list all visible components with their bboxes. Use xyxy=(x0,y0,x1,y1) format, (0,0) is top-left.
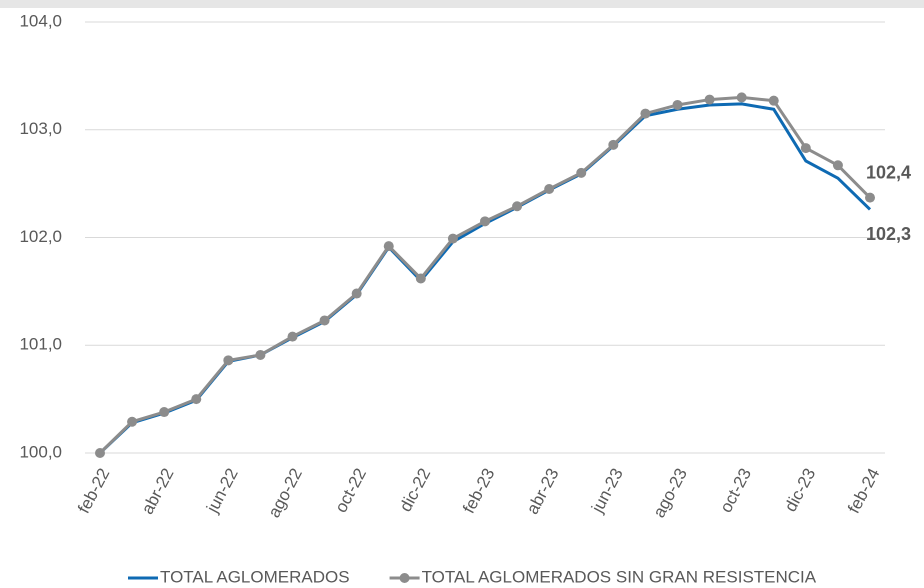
series-marker xyxy=(383,241,394,252)
x-tick-label: oct-23 xyxy=(716,465,755,516)
x-tick-label: ago-22 xyxy=(264,465,306,521)
legend-item: TOTAL AGLOMERADOS xyxy=(128,567,350,586)
series-marker xyxy=(127,416,138,427)
legend-item: TOTAL AGLOMERADOS SIN GRAN RESISTENCIA xyxy=(389,567,817,586)
x-tick-label: abr-23 xyxy=(523,465,563,517)
x-tick-label: ago-23 xyxy=(649,465,691,521)
series-line xyxy=(98,102,872,455)
series-marker xyxy=(223,355,234,366)
y-tick-label: 100,0 xyxy=(19,442,62,461)
series-marker xyxy=(865,192,875,203)
series-line xyxy=(98,95,872,455)
series-marker xyxy=(159,407,170,418)
series-marker xyxy=(672,99,683,110)
series-marker xyxy=(640,108,651,119)
series-marker xyxy=(351,288,362,299)
legend-label: TOTAL AGLOMERADOS xyxy=(160,567,350,586)
x-tick-label: jun-22 xyxy=(202,465,241,517)
x-tick-label: oct-22 xyxy=(331,465,370,516)
series-marker xyxy=(768,95,779,106)
x-tick-label: dic-23 xyxy=(781,465,820,515)
series-marker xyxy=(287,331,298,342)
legend-label: TOTAL AGLOMERADOS SIN GRAN RESISTENCIA xyxy=(422,567,817,586)
y-tick-label: 101,0 xyxy=(19,335,62,354)
x-tick-label: dic-22 xyxy=(396,465,435,515)
series-marker xyxy=(736,92,747,103)
series-marker xyxy=(255,349,266,360)
series-marker xyxy=(544,184,555,195)
x-tick-label: feb-22 xyxy=(74,465,113,516)
series-marker xyxy=(415,273,426,284)
series-marker xyxy=(832,160,843,171)
legend-marker xyxy=(399,573,410,583)
series-marker xyxy=(480,216,490,227)
data-label: 102,3 xyxy=(866,224,911,244)
x-tick-label: feb-24 xyxy=(844,465,883,516)
series-marker xyxy=(319,315,330,326)
series-marker xyxy=(608,139,619,150)
series-marker xyxy=(800,143,811,154)
y-tick-label: 102,0 xyxy=(19,227,62,246)
series-marker xyxy=(512,201,523,212)
top-band xyxy=(0,0,924,8)
y-tick-label: 103,0 xyxy=(19,119,62,138)
series-marker xyxy=(191,394,202,405)
x-tick-label: feb-23 xyxy=(459,465,498,516)
data-label: 102,4 xyxy=(866,162,911,182)
y-tick-label: 104,0 xyxy=(19,11,62,30)
series-marker xyxy=(447,233,458,244)
x-tick-label: abr-22 xyxy=(138,465,178,517)
series-marker xyxy=(704,94,715,105)
series-marker xyxy=(576,167,587,178)
x-tick-label: jun-23 xyxy=(587,465,626,517)
series-marker xyxy=(95,448,105,458)
